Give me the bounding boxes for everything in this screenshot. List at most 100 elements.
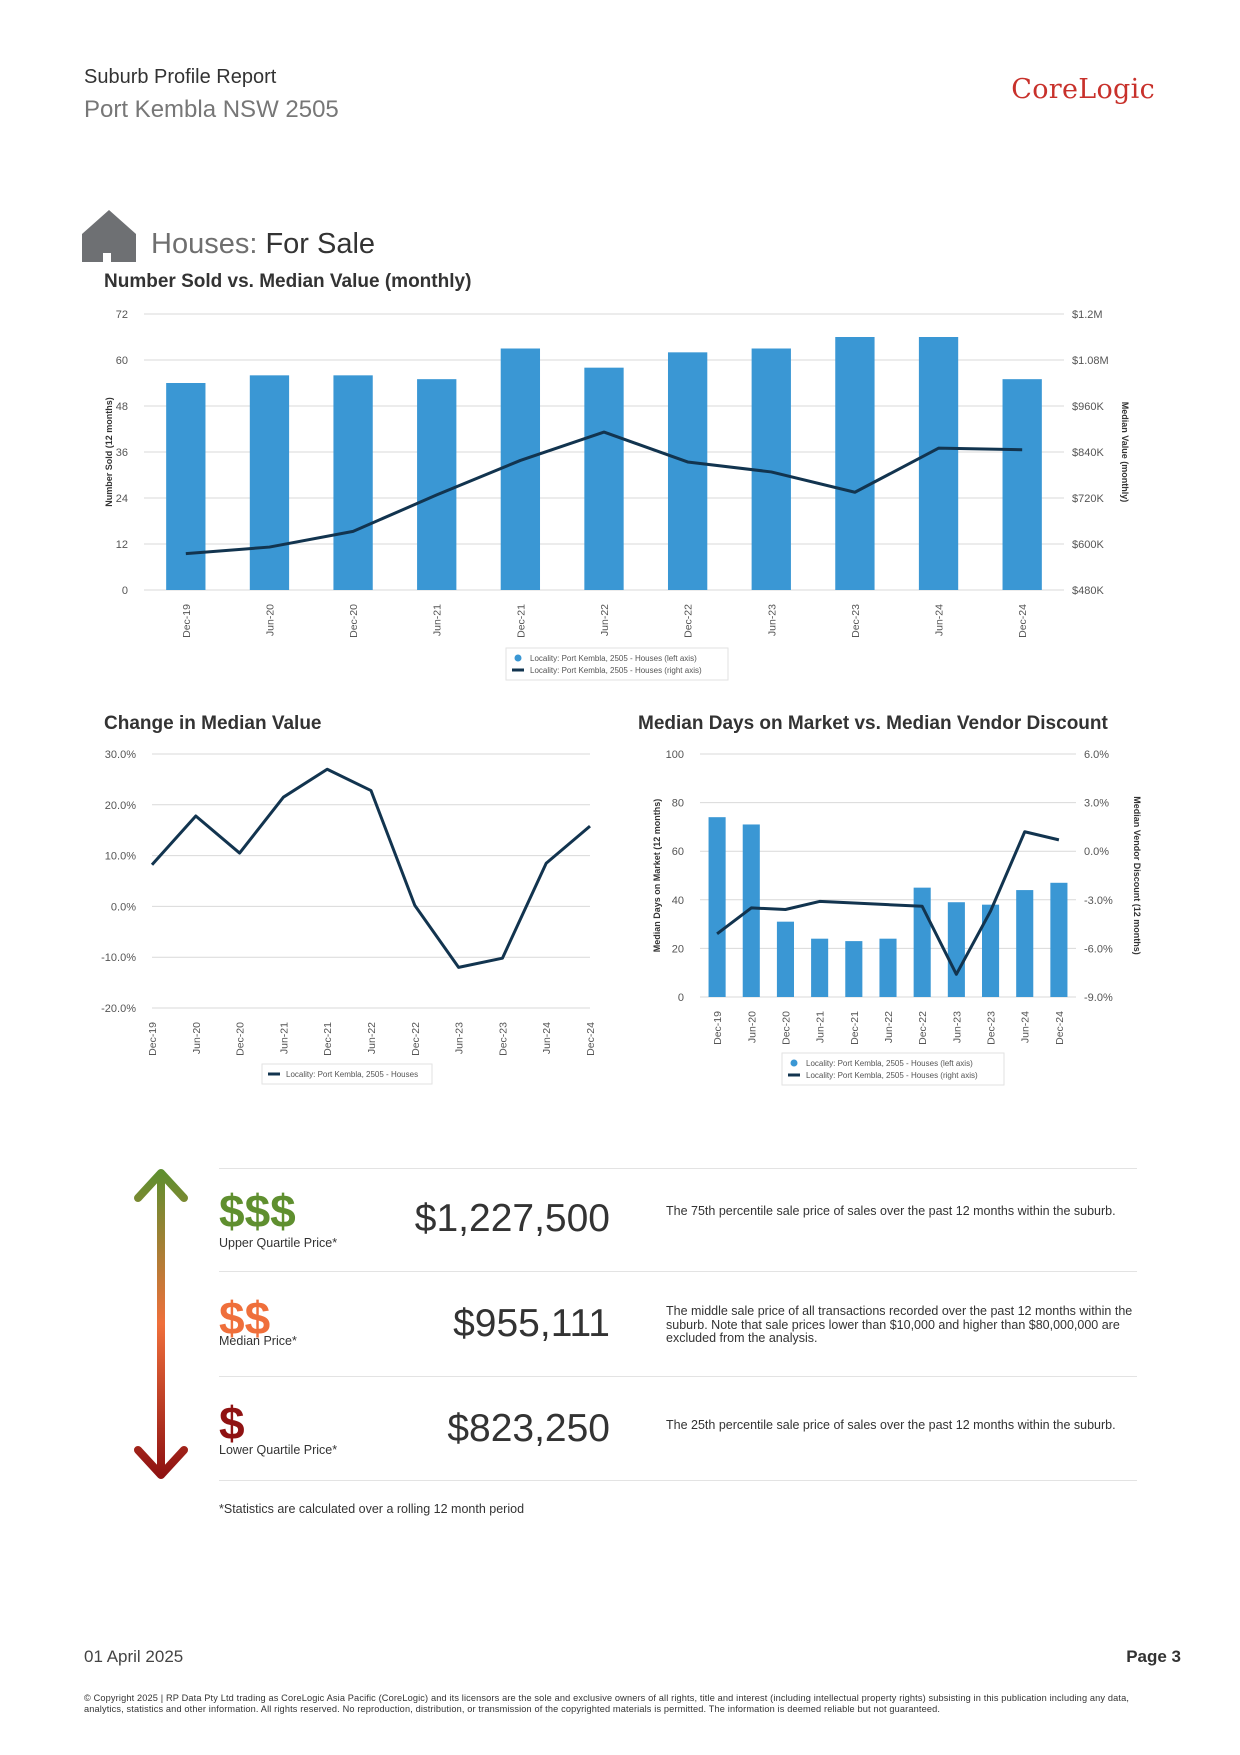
series-line bbox=[716, 830, 1060, 976]
x-tick-label: Dec-24 bbox=[1017, 604, 1029, 638]
page-number: Page 3 bbox=[1126, 1647, 1181, 1666]
bar bbox=[947, 902, 965, 997]
series-line bbox=[150, 767, 591, 969]
chart-number-sold-vs-median-value: 72 60 48 36 24 12 0 $1.2M $1.08M $960K $840K $720K $… bbox=[104, 309, 1130, 681]
x-tick-label: Dec-19 bbox=[147, 1022, 159, 1056]
divider bbox=[219, 1168, 1137, 1169]
legend-box bbox=[781, 1052, 1005, 1086]
y-tick-label: 0 bbox=[678, 992, 684, 1004]
y-tick-label: 12 bbox=[116, 539, 128, 551]
x-tick-label: Jun-21 bbox=[432, 604, 444, 636]
x-tick-label: Dec-20 bbox=[235, 1022, 247, 1056]
x-tick-label: Dec-20 bbox=[780, 1011, 792, 1045]
bar bbox=[249, 375, 290, 590]
x-tick-label: Dec-22 bbox=[917, 1011, 929, 1045]
bar bbox=[1002, 379, 1042, 590]
x-tick-label: Dec-21 bbox=[322, 1022, 334, 1056]
y2-tick-label: $600K bbox=[1072, 539, 1104, 551]
y-tick-label: 40 bbox=[672, 895, 684, 907]
bar bbox=[913, 887, 931, 997]
legend-label: Locality: Port Kembla, 2505 - Houses (le… bbox=[806, 1059, 973, 1068]
x-tick-label: Jun-22 bbox=[883, 1011, 895, 1043]
report-date: 01 April 2025 bbox=[84, 1647, 184, 1666]
legend-label: Locality: Port Kembla, 2505 - Houses (le… bbox=[530, 654, 697, 663]
x-tick-label: Jun-24 bbox=[541, 1022, 553, 1054]
x-tick-label: Jun-20 bbox=[264, 604, 276, 636]
x-tick-label: Jun-23 bbox=[454, 1022, 466, 1054]
y2-tick-label: $480K bbox=[1072, 585, 1104, 597]
x-tick-label: Jun-24 bbox=[934, 604, 946, 636]
y-tick-label: 0 bbox=[122, 585, 128, 597]
y2-tick-label: 6.0% bbox=[1084, 749, 1109, 761]
x-tick-label: Dec-20 bbox=[348, 604, 360, 638]
upper-quartile-description: The 75th percentile sale price of sales … bbox=[666, 1204, 1116, 1218]
bar bbox=[776, 921, 794, 997]
x-tick-label: Jun-21 bbox=[815, 1011, 827, 1043]
y-axis-label: Median Days on Market (12 months) bbox=[652, 799, 662, 953]
divider bbox=[219, 1480, 1137, 1481]
x-tick-label: Jun-24 bbox=[1020, 1011, 1032, 1043]
x-tick-label: Dec-23 bbox=[850, 604, 862, 638]
upper-quartile-label: Upper Quartile Price* bbox=[219, 1236, 338, 1250]
y-tick-label: -10.0% bbox=[101, 952, 136, 964]
y-tick-label: 80 bbox=[672, 798, 684, 810]
median-label: Median Price* bbox=[219, 1334, 297, 1348]
legend-box bbox=[261, 1063, 433, 1085]
bar bbox=[742, 824, 760, 997]
x-tick-label: Jun-20 bbox=[191, 1022, 203, 1054]
bar bbox=[708, 817, 726, 997]
lower-quartile-description: The 25th percentile sale price of sales … bbox=[666, 1418, 1116, 1432]
legend-label: Locality: Port Kembla, 2505 - Houses (ri… bbox=[806, 1071, 978, 1080]
lower-quartile-label: Lower Quartile Price* bbox=[219, 1443, 338, 1457]
legend-marker bbox=[514, 654, 522, 662]
y-tick-label: 20.0% bbox=[105, 800, 136, 812]
chart-days-on-market-vs-vendor-discount: 100 80 60 40 20 0 6.0% 3.0% 0.0% -3.0% -6.0% -9.0% D… bbox=[652, 749, 1142, 1086]
bar bbox=[835, 337, 875, 590]
median-symbol: $$ bbox=[219, 1292, 271, 1344]
y-tick-label: 24 bbox=[116, 493, 128, 505]
brand-logo: CoreLogic bbox=[1011, 74, 1155, 105]
x-tick-label: Dec-21 bbox=[515, 604, 527, 638]
bar bbox=[333, 375, 373, 590]
suburb-name: Port Kembla NSW 2505 bbox=[84, 96, 339, 123]
bar bbox=[811, 938, 829, 997]
median-value: $955,111 bbox=[453, 1302, 610, 1345]
y-tick-label: 72 bbox=[116, 309, 128, 321]
y2-axis-label: Median Vendor Discount (12 months) bbox=[1132, 796, 1142, 955]
lower-quartile-symbol: $ bbox=[219, 1397, 245, 1449]
y-tick-label: 30.0% bbox=[105, 749, 136, 761]
y2-tick-label: $1.2M bbox=[1072, 309, 1103, 321]
x-tick-label: Jun-21 bbox=[278, 1022, 290, 1054]
x-tick-label: Dec-21 bbox=[849, 1011, 861, 1045]
series-line bbox=[185, 430, 1023, 556]
section-title-prefix: Houses: bbox=[151, 228, 258, 260]
bar bbox=[845, 941, 863, 997]
x-tick-label: Jun-23 bbox=[766, 604, 778, 636]
report-title: Suburb Profile Report bbox=[84, 66, 277, 88]
bar bbox=[667, 352, 708, 590]
y2-tick-label: -6.0% bbox=[1084, 943, 1113, 955]
bar bbox=[166, 383, 206, 590]
x-tick-label: Dec-22 bbox=[683, 604, 695, 638]
y-tick-label: 20 bbox=[672, 943, 684, 955]
x-tick-label: Jun-22 bbox=[366, 1022, 378, 1054]
legend-label: Locality: Port Kembla, 2505 - Houses bbox=[286, 1070, 418, 1079]
y2-axis-label: Median Value (monthly) bbox=[1120, 402, 1130, 503]
upper-quartile-value: $1,227,500 bbox=[414, 1197, 610, 1240]
y-tick-label: -20.0% bbox=[101, 1003, 136, 1015]
y-tick-label: 60 bbox=[672, 846, 684, 858]
house-icon bbox=[82, 210, 136, 262]
divider bbox=[219, 1376, 1137, 1377]
y-tick-label: 36 bbox=[116, 447, 128, 459]
legend-marker bbox=[790, 1059, 798, 1067]
section-title-main: For Sale bbox=[265, 228, 376, 260]
y-tick-label: 48 bbox=[116, 401, 128, 413]
lower-quartile-value: $823,250 bbox=[447, 1407, 610, 1450]
y2-tick-label: 3.0% bbox=[1084, 798, 1109, 810]
y-axis-label: Number Sold (12 months) bbox=[104, 397, 114, 507]
y2-tick-label: -9.0% bbox=[1084, 992, 1113, 1004]
median-description: The middle sale price of all transaction… bbox=[666, 1304, 1133, 1345]
bar bbox=[1016, 890, 1034, 997]
x-tick-label: Jun-23 bbox=[951, 1011, 963, 1043]
upper-quartile-symbol: $$$ bbox=[219, 1185, 296, 1237]
